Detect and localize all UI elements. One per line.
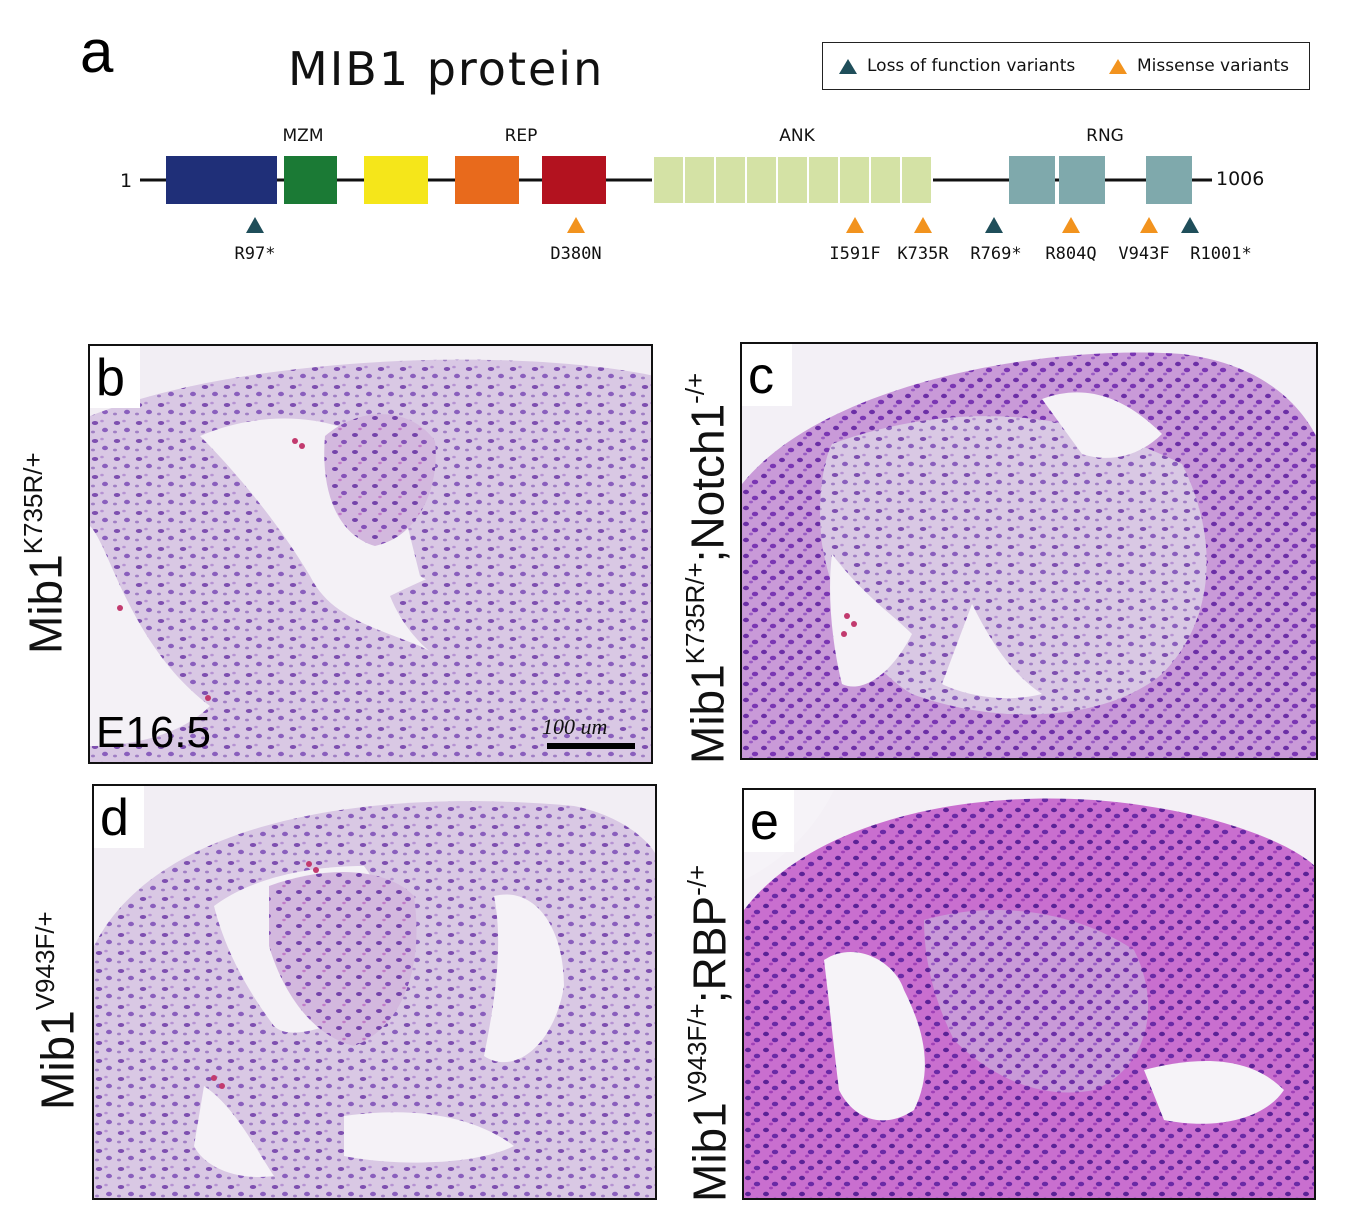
stage-label: E16.5 — [96, 708, 211, 757]
panel-e-letter: e — [750, 793, 779, 851]
panel-d-letter: d — [100, 789, 129, 847]
protein-end-label: 1006 — [1216, 168, 1265, 190]
domain-label-rng: RNG — [1086, 126, 1124, 146]
legend-lof-label: Loss of function variants — [867, 56, 1076, 76]
variant-r97-triangle — [246, 217, 264, 233]
variant-k735r-triangle — [914, 217, 932, 233]
variant-d380n-triangle — [567, 217, 585, 233]
domain-rng-1 — [1009, 156, 1055, 204]
domain-mzm-1 — [166, 156, 277, 204]
variant-r769-triangle — [985, 217, 1003, 233]
histology-image-c — [742, 344, 1316, 758]
histology-panel-b: b E16.5 100 um — [88, 344, 653, 764]
histology-image-b — [90, 346, 651, 762]
side-label-e: Mib1V943F/+;RBP-/+ — [682, 864, 736, 1202]
histology-panel-c: c — [740, 342, 1318, 760]
variant-r1001-triangle — [1181, 217, 1199, 233]
domain-label-mzm: MZM — [282, 126, 324, 146]
domain-mzm-2 — [284, 156, 337, 204]
missense-triangle-icon — [1109, 58, 1127, 74]
domain-label-rep: REP — [504, 126, 538, 146]
variant-i591f-triangle — [846, 217, 864, 233]
variant-v943f-label: V943F — [1118, 244, 1170, 264]
domain-rep-2 — [542, 156, 606, 204]
domain-rng-3 — [1146, 156, 1192, 204]
legend-missense: Missense variants — [1109, 56, 1289, 76]
domain-mib-herc2 — [364, 156, 428, 204]
legend: Loss of function variants Missense varia… — [822, 42, 1310, 90]
lof-triangle-icon — [839, 58, 857, 74]
scale-bar — [547, 743, 635, 749]
protein-title: MIB1 protein — [288, 42, 605, 96]
legend-lof: Loss of function variants — [839, 56, 1075, 76]
panel-c-letter-bg — [742, 344, 792, 406]
protein-start-label: 1 — [120, 170, 133, 192]
scale-bar-label: 100 um — [542, 714, 608, 739]
panel-a-letter: a — [80, 18, 114, 85]
domain-rng-2 — [1059, 156, 1105, 204]
histology-image-e — [744, 790, 1314, 1198]
domain-ank — [652, 155, 933, 205]
legend-missense-label: Missense variants — [1137, 56, 1289, 76]
histology-panel-e: e — [742, 788, 1316, 1200]
panel-c-letter: c — [748, 347, 774, 405]
side-label-d: Mib1V943F/+ — [30, 911, 84, 1110]
variant-v943f-triangle — [1140, 217, 1158, 233]
side-label-b: Mib1K735R/+ — [18, 452, 72, 654]
domain-rep-1 — [455, 156, 519, 204]
variant-r1001-label: R1001* — [1190, 244, 1252, 264]
variant-r97-label: R97* — [234, 244, 276, 264]
histology-panel-d: d — [92, 784, 657, 1200]
domain-label-ank: ANK — [779, 126, 815, 146]
variant-r804q-label: R804Q — [1045, 244, 1097, 264]
variant-i591f-label: I591F — [829, 244, 881, 264]
side-label-c: Mib1K735R/+;Notch1-/+ — [680, 372, 734, 764]
variant-r804q-triangle — [1062, 217, 1080, 233]
histology-image-d — [94, 786, 655, 1198]
variant-d380n-label: D380N — [550, 244, 602, 264]
panel-b-letter: b — [96, 349, 125, 407]
variant-r769-label: R769* — [970, 244, 1022, 264]
protein-domain-map — [140, 155, 1212, 205]
panel-e-letter-bg — [744, 790, 794, 852]
panel-b-letter-bg — [90, 346, 140, 408]
variant-k735r-label: K735R — [897, 244, 949, 264]
panel-d-letter-bg — [94, 786, 144, 848]
